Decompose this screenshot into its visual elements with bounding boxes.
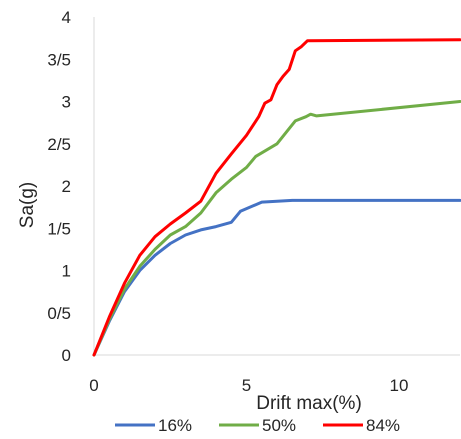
axes xyxy=(93,17,460,356)
series-line-50pct xyxy=(92,100,461,357)
series-line-84pct xyxy=(92,38,461,357)
y-tick-label: 2/5 xyxy=(47,135,71,154)
y-tick-label: 2 xyxy=(62,177,71,196)
y-axis-title: Sa(g) xyxy=(17,182,38,228)
y-tick-labels: 0 0/5 1 1/5 2 2/5 3 3/5 4 xyxy=(47,8,71,365)
x-tick-labels: 0 5 10 xyxy=(89,376,408,395)
x-tick-label: 10 xyxy=(390,376,409,395)
legend-label: 16% xyxy=(158,416,192,435)
y-tick-label: 3/5 xyxy=(47,50,71,69)
y-tick-label: 3 xyxy=(62,93,71,112)
x-tick-label: 5 xyxy=(242,376,251,395)
x-tick-label: 0 xyxy=(89,376,98,395)
series-line-16pct xyxy=(92,198,461,357)
y-tick-label: 0 xyxy=(62,346,71,365)
legend-label: 84% xyxy=(366,416,400,435)
legend-label: 50% xyxy=(262,416,296,435)
x-axis-title: Drift max(%) xyxy=(256,393,362,414)
y-tick-label: 4 xyxy=(62,8,71,27)
series-lines xyxy=(92,38,461,357)
legend: 16% 50% 84% xyxy=(115,416,400,435)
y-tick-label: 1/5 xyxy=(47,219,71,238)
y-tick-label: 0/5 xyxy=(47,304,71,323)
y-tick-label: 1 xyxy=(62,262,71,281)
